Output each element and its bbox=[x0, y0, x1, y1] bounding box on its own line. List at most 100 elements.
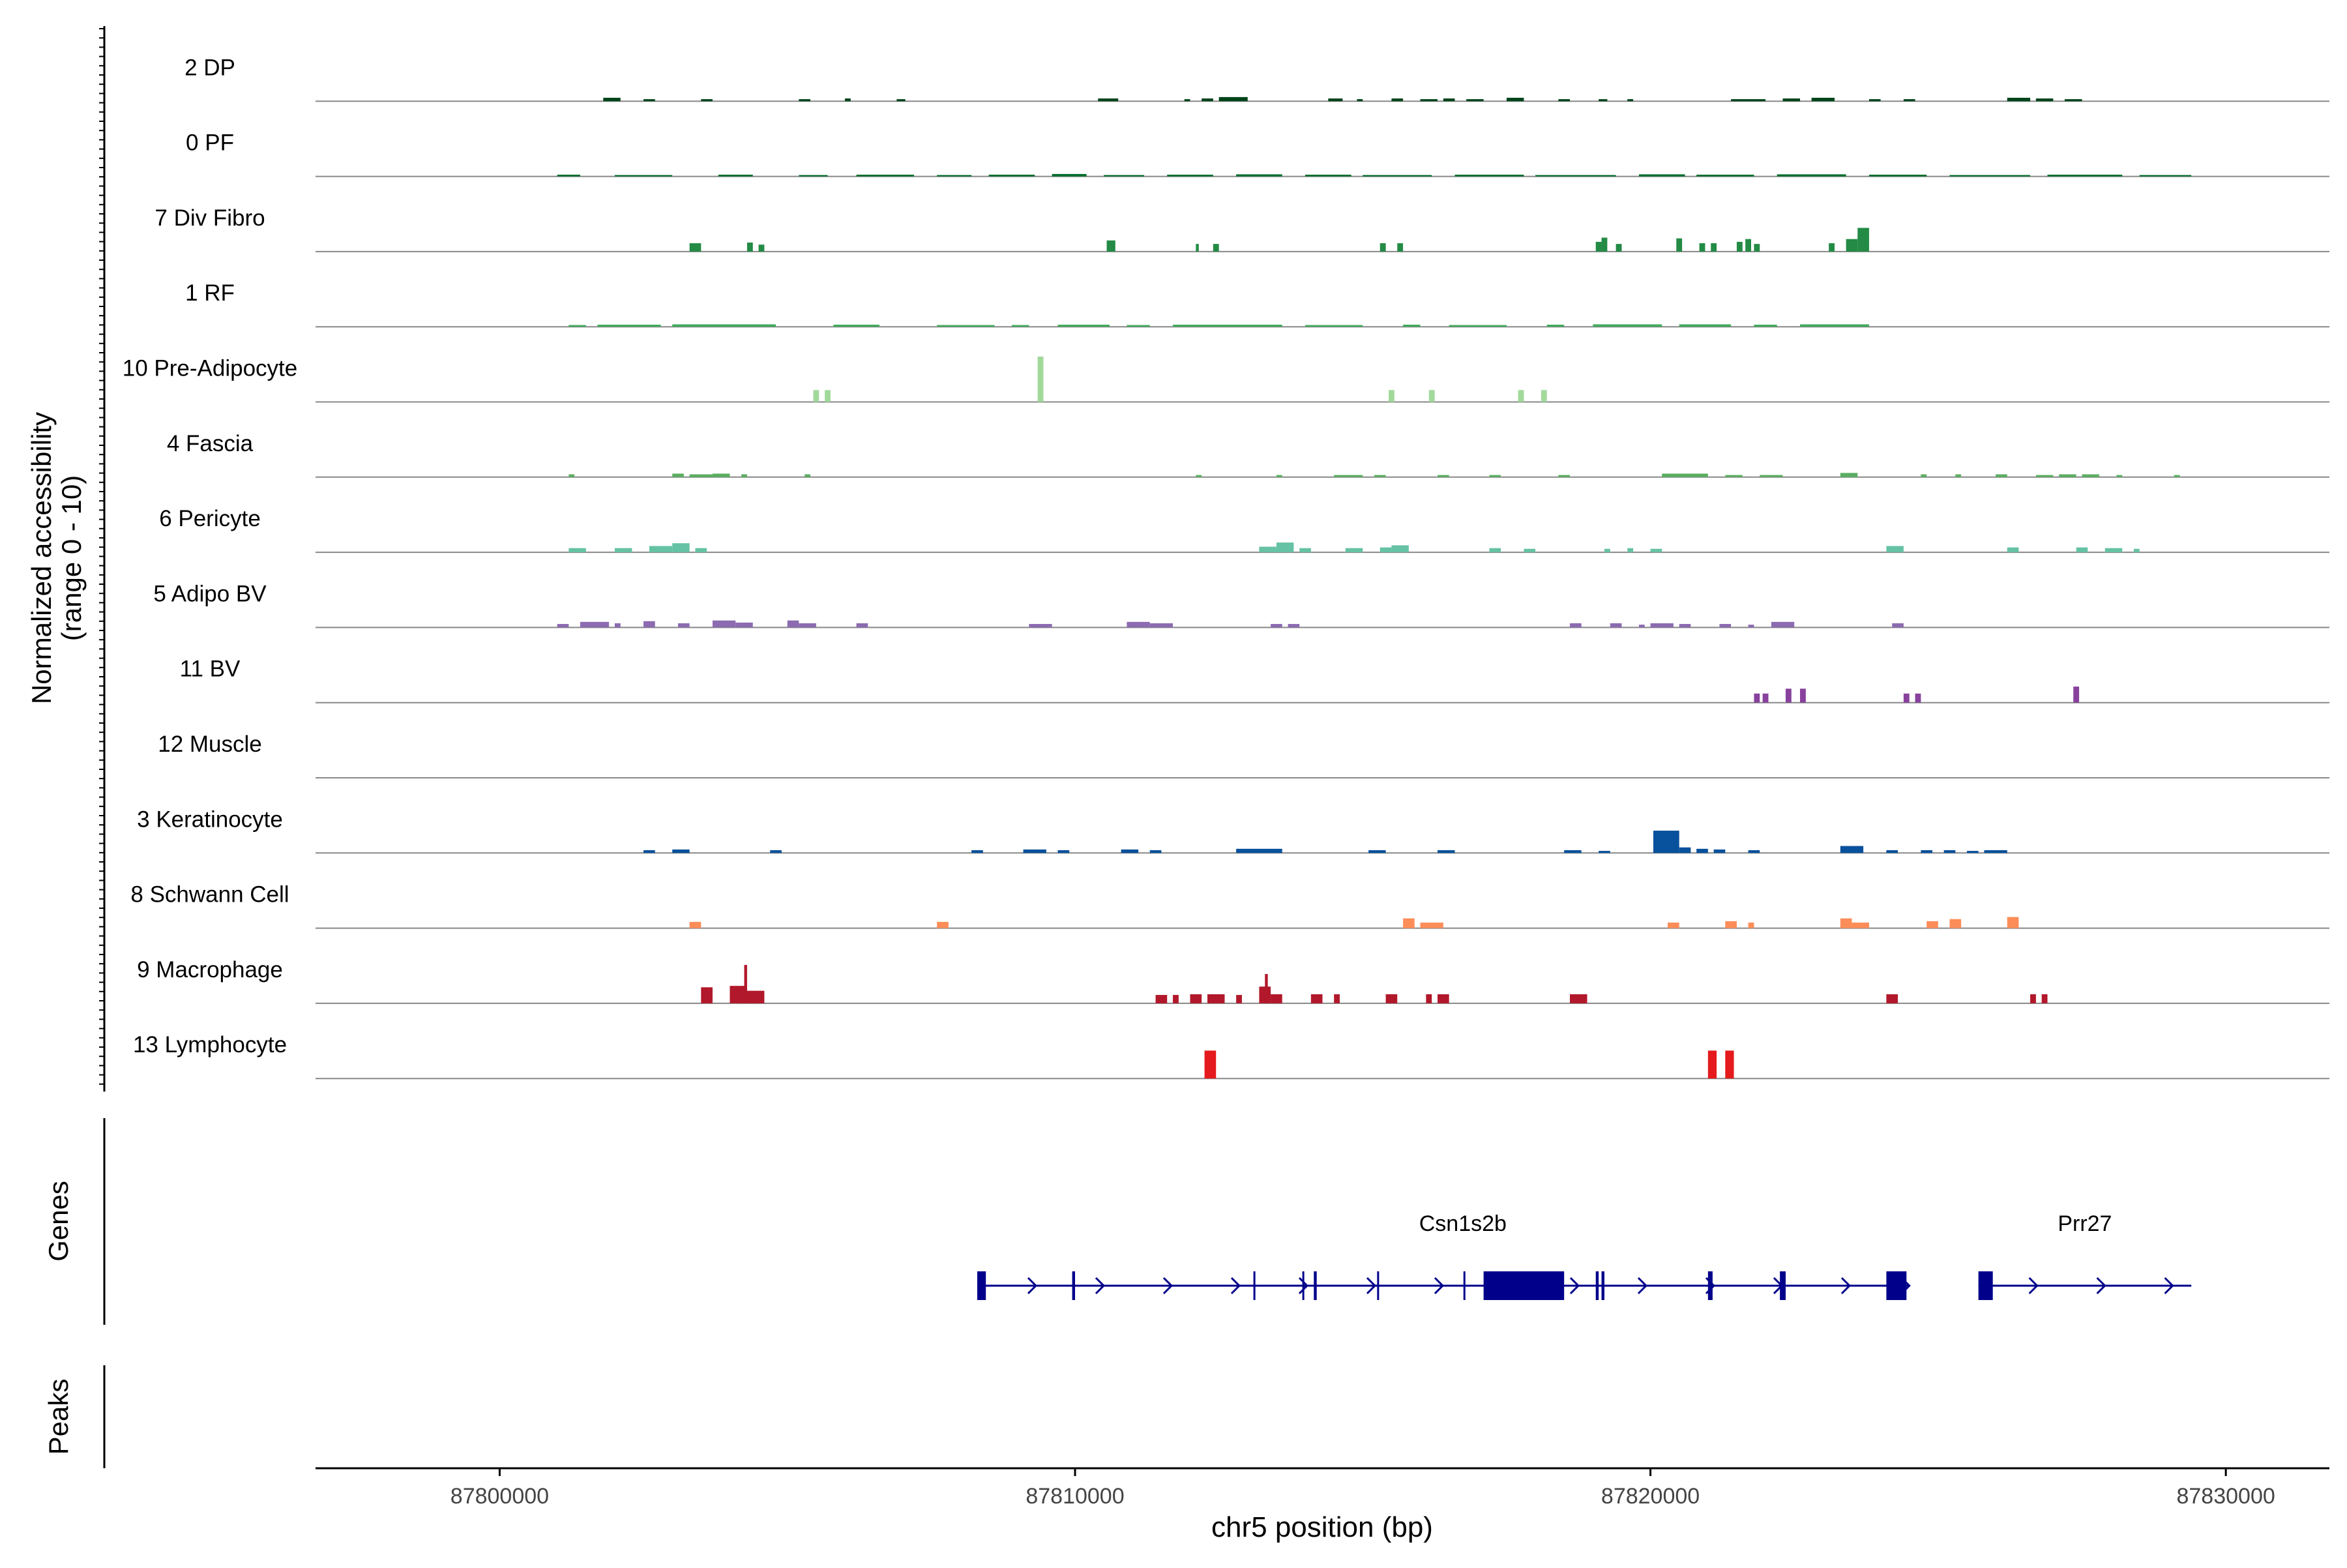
coverage-peak bbox=[1558, 475, 1571, 477]
coverage-peak bbox=[1204, 1050, 1217, 1079]
coverage-peak bbox=[735, 622, 753, 628]
exon bbox=[1780, 1271, 1786, 1300]
coverage-peak bbox=[1310, 994, 1323, 1003]
coverage-peak bbox=[2030, 994, 2036, 1003]
coverage-peak bbox=[1207, 994, 1225, 1003]
coverage-peak bbox=[1057, 850, 1070, 853]
coverage-peak bbox=[1167, 174, 1213, 177]
coverage-peak bbox=[597, 324, 661, 327]
coverage-peak bbox=[2041, 994, 2048, 1003]
track-14: 13 Lymphocyte bbox=[133, 1032, 2329, 1080]
gene-csn1s2b: Csn1s2b bbox=[977, 1211, 1911, 1300]
coverage-peak bbox=[1420, 99, 1438, 102]
coverage-peak bbox=[1915, 693, 1921, 703]
coverage-peak bbox=[1489, 475, 1501, 477]
coverage-peak bbox=[1984, 850, 2007, 853]
coverage-peak bbox=[1736, 241, 1743, 252]
coverage-peak bbox=[2082, 474, 2099, 477]
coverage-peak bbox=[672, 543, 690, 553]
coverage-peak bbox=[557, 624, 569, 628]
coverage-peak bbox=[1328, 98, 1343, 102]
track-label: 3 Keratinocyte bbox=[137, 806, 283, 832]
track-label: 9 Macrophage bbox=[137, 957, 283, 983]
coverage-peak bbox=[1385, 994, 1398, 1003]
coverage-peak bbox=[1650, 548, 1662, 553]
coverage-peak bbox=[804, 474, 811, 477]
coverage-peak bbox=[1029, 624, 1052, 628]
y-axis bbox=[99, 26, 106, 1092]
coverage-peak bbox=[2007, 917, 2019, 928]
coverage-peak bbox=[1236, 995, 1242, 1003]
track-label: 1 RF bbox=[185, 280, 235, 306]
coverage-peak bbox=[1518, 390, 1524, 402]
coverage-peak bbox=[1811, 97, 1835, 102]
x-tick-label: 87810000 bbox=[1026, 1484, 1124, 1509]
coverage-peak bbox=[896, 99, 906, 102]
coverage-peak bbox=[1403, 324, 1421, 327]
coverage-peak bbox=[1213, 244, 1219, 252]
coverage-peak bbox=[1599, 851, 1610, 853]
coverage-peak bbox=[1259, 546, 1277, 553]
coverage-peak bbox=[1892, 623, 1904, 628]
coverage-peak bbox=[1650, 623, 1674, 628]
strand-arrow bbox=[1840, 1277, 1852, 1295]
coverage-peak bbox=[1662, 473, 1708, 477]
coverage-peak bbox=[1190, 994, 1202, 1003]
coverage-peak bbox=[1305, 174, 1351, 177]
coverage-peak bbox=[2035, 475, 2054, 477]
coverage-peak bbox=[1466, 99, 1484, 102]
coverage-peak bbox=[1886, 994, 1898, 1003]
coverage-peak bbox=[833, 324, 879, 327]
coverage-peak bbox=[1334, 994, 1340, 1003]
track-4: 1 RF bbox=[185, 280, 2329, 328]
coverage-peak bbox=[1840, 473, 1858, 477]
coverage-peak bbox=[718, 174, 753, 177]
strand-arrow bbox=[1637, 1277, 1648, 1295]
coverage-peak bbox=[1829, 243, 1835, 252]
coverage-peak bbox=[1127, 325, 1150, 327]
coverage-peak bbox=[1840, 846, 1864, 853]
exon bbox=[1886, 1271, 1907, 1300]
genes-panel: Csn1s2b Prr27 bbox=[103, 1118, 2192, 1325]
track-11: 3 Keratinocyte bbox=[137, 806, 2329, 854]
coverage-peak bbox=[1334, 475, 1363, 477]
peaks-panel-label: Peaks bbox=[43, 1379, 74, 1455]
coverage-peak bbox=[1926, 921, 1938, 928]
coverage-peak bbox=[1616, 244, 1622, 252]
exon bbox=[1978, 1271, 1993, 1300]
exon bbox=[977, 1271, 986, 1300]
coverage-peak bbox=[1725, 1050, 1734, 1079]
x-tick-label: 87830000 bbox=[2176, 1484, 2275, 1509]
track-1: 2 DP bbox=[185, 55, 2329, 102]
coverage-peak bbox=[1276, 475, 1282, 477]
track-label: 11 BV bbox=[180, 657, 241, 682]
coverage-peak bbox=[1570, 623, 1582, 628]
coverage-peak bbox=[701, 987, 713, 1003]
coverage-peak bbox=[2104, 548, 2123, 553]
coverage-peak bbox=[1570, 994, 1587, 1003]
coverage-peak bbox=[614, 623, 621, 628]
coverage-peak bbox=[643, 99, 655, 102]
coverage-peak bbox=[1173, 324, 1282, 327]
coverage-peak bbox=[1638, 174, 1685, 177]
coverage-peak bbox=[799, 175, 828, 177]
track-7: 6 Pericyte bbox=[159, 506, 2329, 554]
gene-name-label: Csn1s2b bbox=[1419, 1211, 1507, 1236]
x-axis-title: chr5 position (bp) bbox=[1211, 1511, 1433, 1543]
coverage-peak bbox=[856, 174, 914, 177]
coverage-peak bbox=[643, 621, 655, 628]
coverage-peak bbox=[1748, 923, 1754, 928]
coverage-peak bbox=[2047, 174, 2123, 177]
coverage-peak bbox=[1955, 474, 1962, 477]
coverage-peak bbox=[1886, 850, 1898, 853]
strand-arrow bbox=[2164, 1277, 2174, 1295]
coverage-peak bbox=[1363, 175, 1432, 177]
coverage-peak bbox=[1127, 621, 1150, 628]
coverage-peak bbox=[1679, 847, 1691, 853]
coverage-peak bbox=[937, 921, 949, 928]
coverage-peak bbox=[1057, 324, 1110, 327]
coverage-peak bbox=[712, 620, 736, 628]
track-5: 10 Pre-Adipocyte bbox=[123, 356, 2329, 403]
track-10: 12 Muscle bbox=[158, 732, 2329, 778]
